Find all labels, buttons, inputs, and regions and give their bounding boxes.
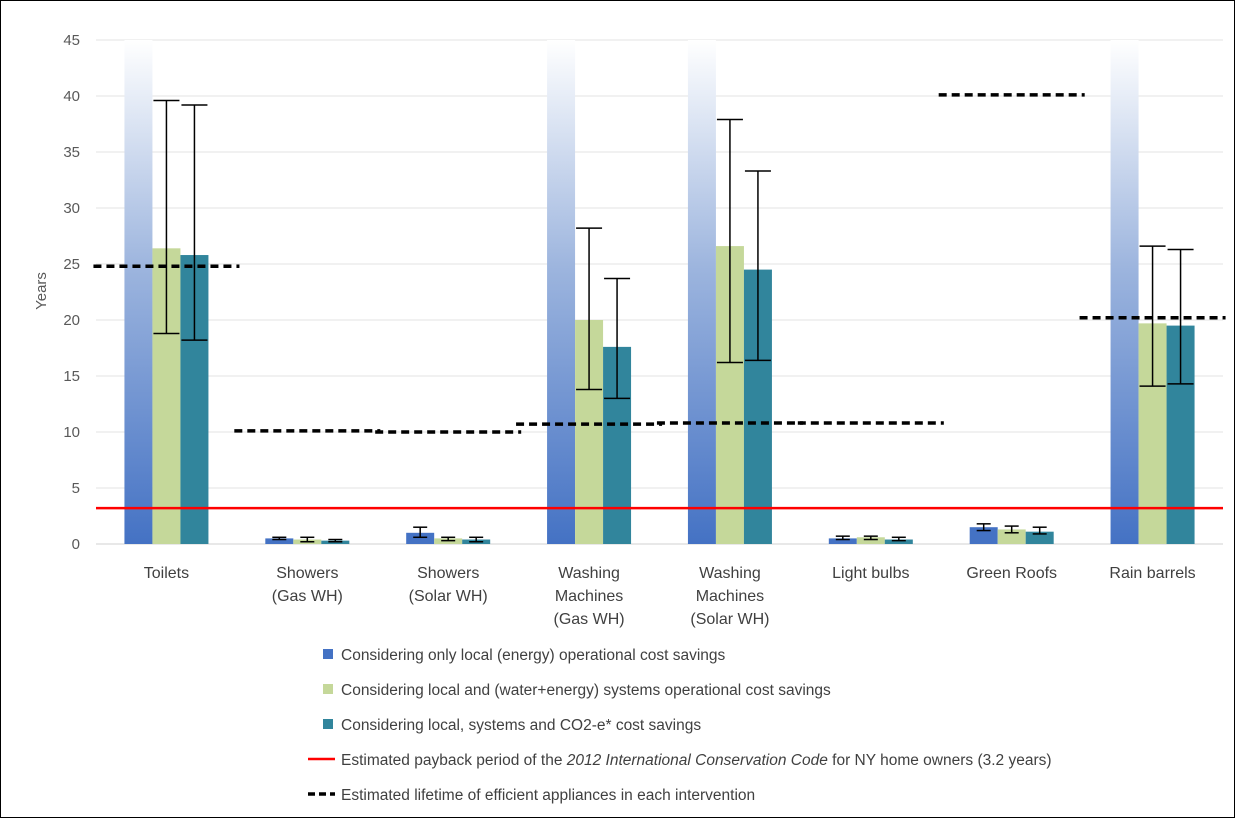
category-label: Showers (Gas WH) <box>272 565 343 605</box>
bar <box>884 539 913 544</box>
category-label: Light bulbs <box>832 565 909 582</box>
error-bars <box>153 99 1194 543</box>
legend-label: Considering only local (energy) operatio… <box>341 647 726 664</box>
legend-swatch <box>323 719 333 729</box>
category-label: Toilets <box>144 565 189 582</box>
category-label: Rain barrels <box>1109 565 1195 582</box>
legend-lifetime-label: Estimated lifetime of efficient applianc… <box>341 787 755 804</box>
legend-label: Considering local, systems and CO2-e* co… <box>341 717 701 734</box>
category-label: Green Roofs <box>966 565 1057 582</box>
category-label: Washing Machines (Solar WH) <box>690 565 769 628</box>
legend: Considering only local (energy) operatio… <box>308 647 1052 804</box>
category-labels: Toilets Showers (Gas WH) Showers (Solar WH) W… <box>144 565 1196 628</box>
gridlines <box>96 39 1223 545</box>
y-tick-label: 45 <box>63 32 80 49</box>
y-tick-label: 20 <box>63 312 80 329</box>
category-label: Showers (Solar WH) <box>409 565 488 605</box>
legend-swatch <box>323 649 333 659</box>
bars <box>124 40 1195 545</box>
bar <box>124 40 153 544</box>
legend-swatch <box>323 684 333 694</box>
y-tick-label: 40 <box>63 88 80 105</box>
category-label: Washing Machines (Gas WH) <box>554 565 625 628</box>
bar <box>828 538 857 544</box>
bar <box>1025 531 1054 544</box>
bar <box>265 538 294 544</box>
bar <box>687 40 716 544</box>
y-axis-ticks: 0 5 10 15 20 25 30 35 40 45 <box>63 32 80 553</box>
bar <box>406 532 435 544</box>
lifetime-lines <box>93 93 1226 434</box>
y-tick-label: 25 <box>63 256 80 273</box>
y-tick-label: 0 <box>72 536 80 553</box>
bar <box>856 537 885 544</box>
y-tick-label: 10 <box>63 424 80 441</box>
y-tick-label: 30 <box>63 200 80 217</box>
legend-payback-label: Estimated payback period of the 2012 Int… <box>341 752 1052 769</box>
y-tick-label: 5 <box>72 480 80 497</box>
bar <box>547 40 576 544</box>
y-tick-label: 15 <box>63 368 80 385</box>
bar <box>969 527 998 544</box>
y-tick-label: 35 <box>63 144 80 161</box>
legend-label: Considering local and (water+energy) sys… <box>341 682 831 699</box>
y-axis-title: Years <box>33 272 50 310</box>
bar <box>1110 40 1139 544</box>
